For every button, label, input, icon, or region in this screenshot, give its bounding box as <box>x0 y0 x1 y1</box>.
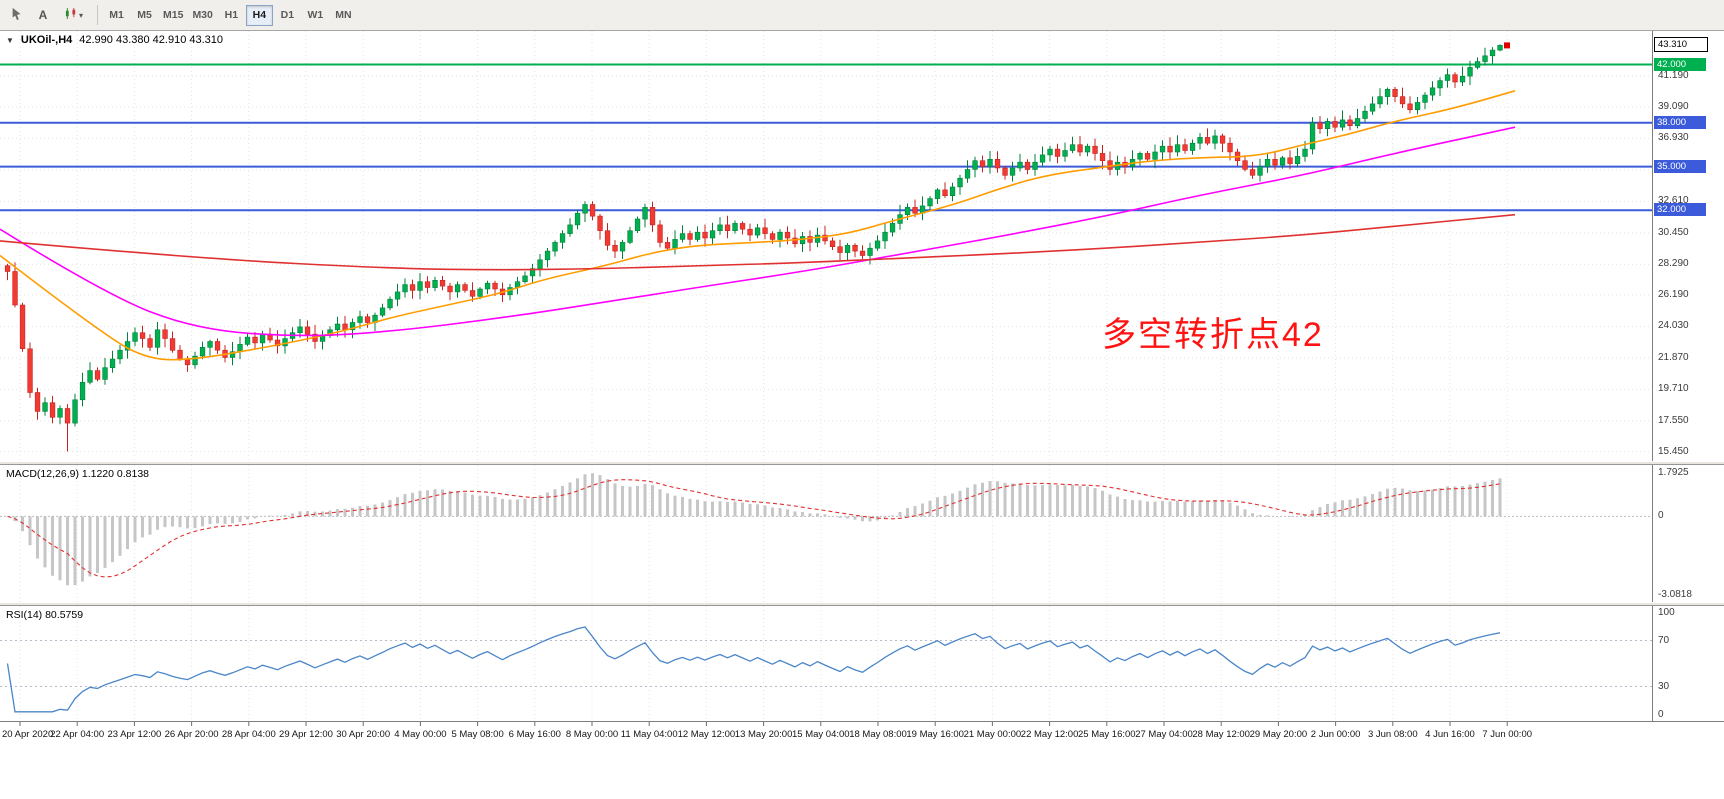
macd-axis[interactable]: 1.7925 0 -3.0818 <box>1652 465 1724 602</box>
macd-axis-label: 1.7925 <box>1658 467 1689 478</box>
price-level-badge: 35.000 <box>1654 159 1706 173</box>
time-axis[interactable]: 20 Apr 2020 22 Apr 04:00 23 Apr 12:00 26 Ap… <box>0 721 1724 747</box>
time-axis-label: 6 May 16:00 <box>508 729 561 740</box>
macd-panel: MACD(12,26,9) 1.1220 0.8138 1.7925 0 -3.08… <box>0 465 1724 602</box>
panel-splitter[interactable] <box>0 461 1724 465</box>
price-axis-label: 30.450 <box>1658 226 1689 238</box>
price-axis-label: 39.090 <box>1658 100 1689 112</box>
timeframe-button-m15[interactable]: M15 <box>159 5 187 26</box>
indicators-icon <box>65 7 78 23</box>
time-ticks <box>19 722 1508 726</box>
ohlc-values: 42.990 43.380 42.910 43.310 <box>79 34 224 46</box>
time-axis-label: 27 May 04:00 <box>1135 729 1193 740</box>
time-axis-label: 15 May 04:00 <box>792 729 850 740</box>
time-axis-label: 8 May 00:00 <box>565 729 619 740</box>
chevron-down-icon: ▾ <box>78 10 83 20</box>
time-axis-label: 28 May 12:00 <box>1192 729 1250 740</box>
time-axis-label: 3 Jun 08:00 <box>1367 729 1418 740</box>
symbol-ohlc-label: ▼ UKOil-,H4 42.990 43.380 42.910 43.310 <box>6 34 223 46</box>
price-axis-label: 26.190 <box>1658 288 1689 300</box>
time-axis-label: 4 Jun 16:00 <box>1425 729 1475 740</box>
rsi-axis-label: 30 <box>1658 680 1670 692</box>
rsi-axis-label: 100 <box>1658 607 1675 618</box>
rsi-axis-label: 0 <box>1658 709 1664 720</box>
time-axis-label: 12 May 12:00 <box>677 729 736 740</box>
macd-axis-label: -3.0818 <box>1658 589 1692 600</box>
price-axis[interactable]: 41.19039.09036.93034.77032.61030.45028.2… <box>1652 31 1724 461</box>
time-axis-label: 18 May 08:00 <box>849 729 907 740</box>
price-level-badge: 32.000 <box>1654 203 1706 217</box>
price-level-badge: 38.000 <box>1654 115 1706 129</box>
time-axis-label: 21 May 00:00 <box>963 729 1022 740</box>
main-chart-canvas[interactable] <box>0 31 1652 461</box>
timeframe-button-w1[interactable]: W1 <box>302 5 329 26</box>
price-axis-label: 17.550 <box>1658 414 1689 426</box>
price-axis-label: 41.190 <box>1658 70 1689 82</box>
macd-label: MACD(12,26,9) 1.1220 0.8138 <box>6 468 150 480</box>
time-axis-label: 4 May 00:00 <box>394 729 447 740</box>
timeframe-button-d1[interactable]: D1 <box>274 5 301 26</box>
timeframe-group: M1 M5 M15 M30 H1 H4 D1 W1 MN <box>103 4 357 26</box>
time-axis-label: 30 Apr 20:00 <box>336 729 391 740</box>
rsi-axis[interactable]: 100 70 30 0 <box>1652 606 1724 721</box>
time-axis-label: 25 May 16:00 <box>1078 729 1136 740</box>
time-axis-label: 28 Apr 04:00 <box>221 729 276 740</box>
rsi-axis-label: 70 <box>1658 634 1670 646</box>
time-axis-label: 19 May 16:00 <box>906 729 964 740</box>
pointer-icon <box>10 7 24 24</box>
time-axis-label: 11 May 04:00 <box>620 729 678 740</box>
current-price-badge: 43.310 <box>1654 37 1708 53</box>
text-tool-icon: A <box>38 8 48 22</box>
timeframe-button-mn[interactable]: MN <box>330 5 357 26</box>
chart-text-annotation: 多空转折点42 <box>1102 316 1324 354</box>
rsi-chart-canvas[interactable] <box>0 606 1652 721</box>
rsi-panel: RSI(14) 80.5759 100 70 30 0 <box>0 606 1724 721</box>
time-axis-label: 29 May 20:00 <box>1249 729 1308 740</box>
timeframe-button-m30[interactable]: M30 <box>188 5 216 26</box>
macd-chart-canvas[interactable] <box>0 465 1652 602</box>
time-axis-label: 5 May 08:00 <box>451 729 504 740</box>
rsi-label: RSI(14) 80.5759 <box>6 609 84 621</box>
timeframe-button-h4[interactable]: H4 <box>245 4 273 26</box>
symbol-name: UKOil-,H4 <box>20 34 73 46</box>
toolbar-separator <box>97 5 98 25</box>
time-axis-label: 7 Jun 00:00 <box>1482 729 1533 740</box>
price-axis-label: 24.030 <box>1658 320 1689 332</box>
time-axis-label: 26 Apr 20:00 <box>164 729 219 740</box>
price-axis-label: 21.870 <box>1658 351 1689 363</box>
price-axis-label: 15.450 <box>1658 445 1689 457</box>
macd-axis-label: 0 <box>1658 510 1664 522</box>
objects-tool-button[interactable]: ▾ <box>56 4 92 26</box>
text-label-tool-button[interactable]: A <box>30 4 56 26</box>
time-axis-label: 22 Apr 04:00 <box>50 729 105 740</box>
timeframe-button-m1[interactable]: M1 <box>103 5 130 26</box>
price-marker <box>1504 42 1510 49</box>
top-toolbar: A ▾ M1 M5 M15 M30 H1 H4 D1 W1 MN <box>0 0 1724 31</box>
price-level-badge: 42.000 <box>1654 57 1706 71</box>
price-axis-label: 28.290 <box>1658 258 1689 270</box>
price-axis-label: 32.610 <box>1658 195 1689 207</box>
time-axis-label: 20 Apr 2020 <box>2 729 54 740</box>
price-chart-panel: ▼ UKOil-,H4 42.990 43.380 42.910 43.310 … <box>0 31 1724 461</box>
price-axis-label: 36.930 <box>1658 132 1689 144</box>
time-axis-label: 2 Jun 00:00 <box>1310 729 1361 740</box>
panel-splitter[interactable] <box>0 602 1724 606</box>
timeframe-button-h1[interactable]: H1 <box>218 5 245 26</box>
time-axis-label: 23 Apr 12:00 <box>107 729 162 740</box>
timeframe-button-m5[interactable]: M5 <box>131 5 158 26</box>
chart-dropdown-icon[interactable]: ▼ <box>6 35 14 45</box>
cursor-tool-button[interactable] <box>4 4 30 26</box>
time-axis-label: 29 Apr 12:00 <box>279 729 333 740</box>
time-axis-label: 13 May 20:00 <box>734 729 793 740</box>
price-axis-label: 19.710 <box>1658 383 1689 395</box>
time-axis-label: 22 May 12:00 <box>1020 729 1079 740</box>
